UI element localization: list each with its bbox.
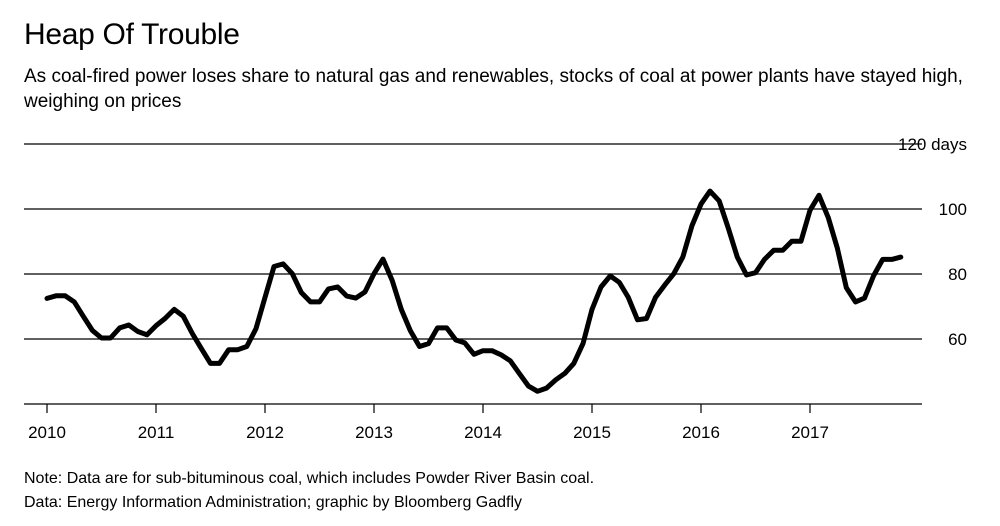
y-tick-label-100: 100: [939, 200, 967, 219]
y-tick-label-60: 60: [948, 330, 967, 349]
x-tick-label-2012: 2012: [246, 423, 284, 442]
x-tick-label-2013: 2013: [355, 423, 393, 442]
x-axis: 2010 2011 2012 2013 2014 2015 2016 2017: [24, 403, 922, 442]
chart-subtitle: As coal-fired power loses share to natur…: [24, 66, 963, 112]
footnote: Note: Data are for sub-bituminous coal, …: [24, 470, 595, 487]
chart-title: Heap Of Trouble: [24, 18, 240, 51]
grid-lines: 120 days 100 80 60: [24, 135, 967, 349]
source-credit: Data: Energy Information Administration;…: [24, 494, 523, 511]
line-chart: 120 days 100 80 60 2010 2011 2012 2013 2014 2015…: [24, 135, 967, 442]
series-lines: [44, 188, 904, 394]
x-tick-label-2017: 2017: [791, 423, 829, 442]
x-tick-label-2014: 2014: [464, 423, 502, 442]
x-tick-label-2011: 2011: [138, 423, 175, 442]
x-tick-label-2016: 2016: [682, 423, 720, 442]
x-tick-label-2010: 2010: [28, 423, 66, 442]
y-tick-label-80: 80: [948, 265, 967, 284]
x-tick-label-2015: 2015: [573, 423, 611, 442]
series-line-0: [44, 188, 904, 394]
y-tick-label-120: 120 days: [898, 135, 967, 154]
